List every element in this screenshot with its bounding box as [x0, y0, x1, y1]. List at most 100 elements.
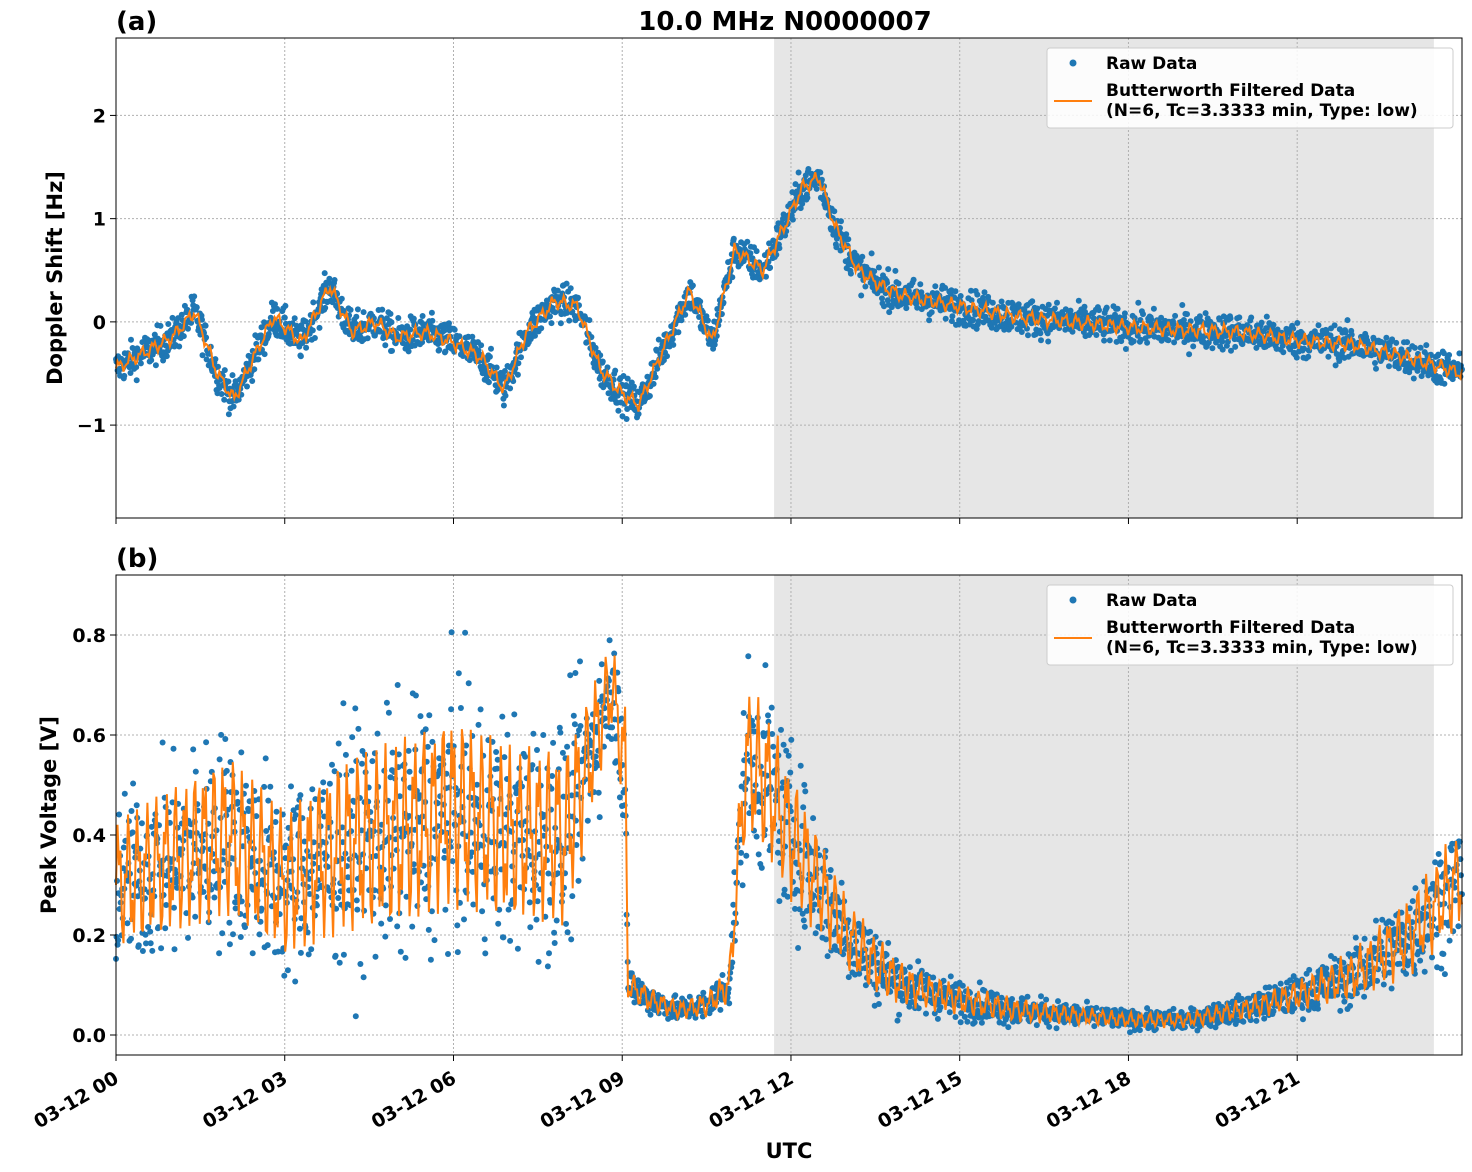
raw-data-point [780, 741, 787, 748]
raw-data-point [385, 875, 392, 882]
raw-data-point [675, 329, 682, 336]
raw-data-point [596, 677, 603, 684]
raw-data-point [726, 1000, 733, 1007]
raw-data-point [563, 920, 569, 927]
raw-data-point [128, 935, 134, 942]
raw-data-point [871, 268, 878, 275]
raw-data-point [311, 335, 318, 341]
raw-data-point [1069, 328, 1076, 335]
raw-data-point [320, 779, 327, 786]
raw-data-point [448, 629, 455, 636]
raw-data-point [359, 760, 365, 767]
raw-data-point [623, 416, 630, 422]
raw-data-point [630, 383, 637, 390]
raw-data-point [1186, 351, 1193, 358]
raw-data-point [1202, 310, 1209, 317]
raw-data-point [624, 375, 631, 382]
raw-data-point [353, 897, 360, 904]
raw-data-point [577, 658, 583, 665]
raw-data-point [265, 797, 272, 804]
raw-data-point [502, 392, 509, 399]
raw-data-point [1417, 344, 1424, 351]
raw-data-point [426, 712, 433, 719]
raw-data-point [545, 870, 552, 877]
raw-data-point [768, 704, 775, 711]
raw-data-point [843, 231, 850, 238]
raw-data-point [163, 353, 170, 360]
raw-data-point [804, 194, 811, 201]
raw-data-point [1253, 1017, 1260, 1024]
raw-data-point [575, 294, 581, 301]
raw-data-point [858, 292, 865, 299]
raw-data-point [1130, 338, 1137, 345]
raw-data-point [1248, 314, 1255, 321]
raw-data-point [1227, 315, 1234, 322]
raw-data-point [689, 282, 696, 289]
raw-data-point [360, 309, 367, 316]
raw-data-point [1033, 310, 1040, 317]
raw-data-point [559, 749, 566, 756]
raw-data-point [1158, 314, 1165, 321]
raw-data-point [998, 298, 1005, 305]
raw-data-point [569, 893, 576, 900]
raw-data-point [405, 348, 412, 355]
raw-data-point [812, 930, 819, 937]
raw-data-point [120, 844, 127, 851]
raw-data-point [765, 712, 771, 719]
raw-data-point [881, 303, 887, 310]
raw-data-point [310, 299, 317, 306]
raw-data-point [572, 670, 579, 676]
raw-data-point [874, 991, 881, 998]
raw-data-point [847, 270, 854, 277]
raw-data-point [704, 317, 711, 324]
raw-data-point [1025, 332, 1031, 339]
raw-data-point [1170, 321, 1177, 328]
raw-data-point [1055, 998, 1061, 1005]
raw-data-point [121, 372, 128, 379]
raw-data-point [116, 811, 123, 818]
raw-data-point [340, 700, 347, 707]
raw-data-point [1383, 334, 1390, 341]
raw-data-point [445, 951, 451, 957]
raw-data-point [928, 309, 935, 316]
raw-data-point [237, 934, 244, 940]
raw-data-point [801, 923, 808, 930]
raw-data-point [372, 953, 379, 960]
raw-data-point [1172, 312, 1179, 319]
raw-data-point [230, 931, 236, 938]
raw-data-point [974, 291, 981, 298]
raw-data-point [616, 794, 623, 801]
raw-data-point [910, 276, 917, 283]
raw-data-point [805, 166, 812, 172]
raw-data-point [1093, 332, 1100, 338]
raw-data-point [281, 972, 288, 979]
raw-data-point [845, 236, 852, 243]
raw-data-point [1411, 344, 1418, 351]
raw-data-point [1404, 339, 1411, 346]
raw-data-point [238, 749, 245, 756]
raw-data-point [1270, 321, 1277, 328]
raw-data-point [202, 322, 209, 329]
raw-data-point [185, 934, 191, 941]
raw-data-point [747, 250, 754, 257]
raw-data-point [1196, 313, 1203, 320]
panel-b-voltage: (b) 0.00.20.40.60.8 03-12 00 03-12 03 03-1… [30, 544, 1465, 1133]
raw-data-point [249, 950, 256, 957]
raw-data-point [1344, 317, 1351, 324]
raw-data-point [564, 743, 571, 750]
raw-data-point [249, 378, 256, 384]
raw-data-point [894, 1017, 901, 1024]
raw-data-point [767, 264, 774, 271]
raw-data-point [697, 298, 704, 305]
raw-data-point [429, 317, 436, 324]
raw-data-point [225, 411, 232, 418]
raw-data-point [564, 929, 571, 936]
raw-data-point [292, 978, 299, 985]
raw-data-point [157, 322, 164, 329]
raw-data-point [138, 820, 145, 827]
raw-data-point [1291, 1005, 1298, 1012]
raw-data-point [1101, 337, 1108, 344]
raw-data-point [1122, 346, 1129, 352]
raw-data-point [905, 288, 912, 294]
raw-data-point [406, 768, 413, 775]
